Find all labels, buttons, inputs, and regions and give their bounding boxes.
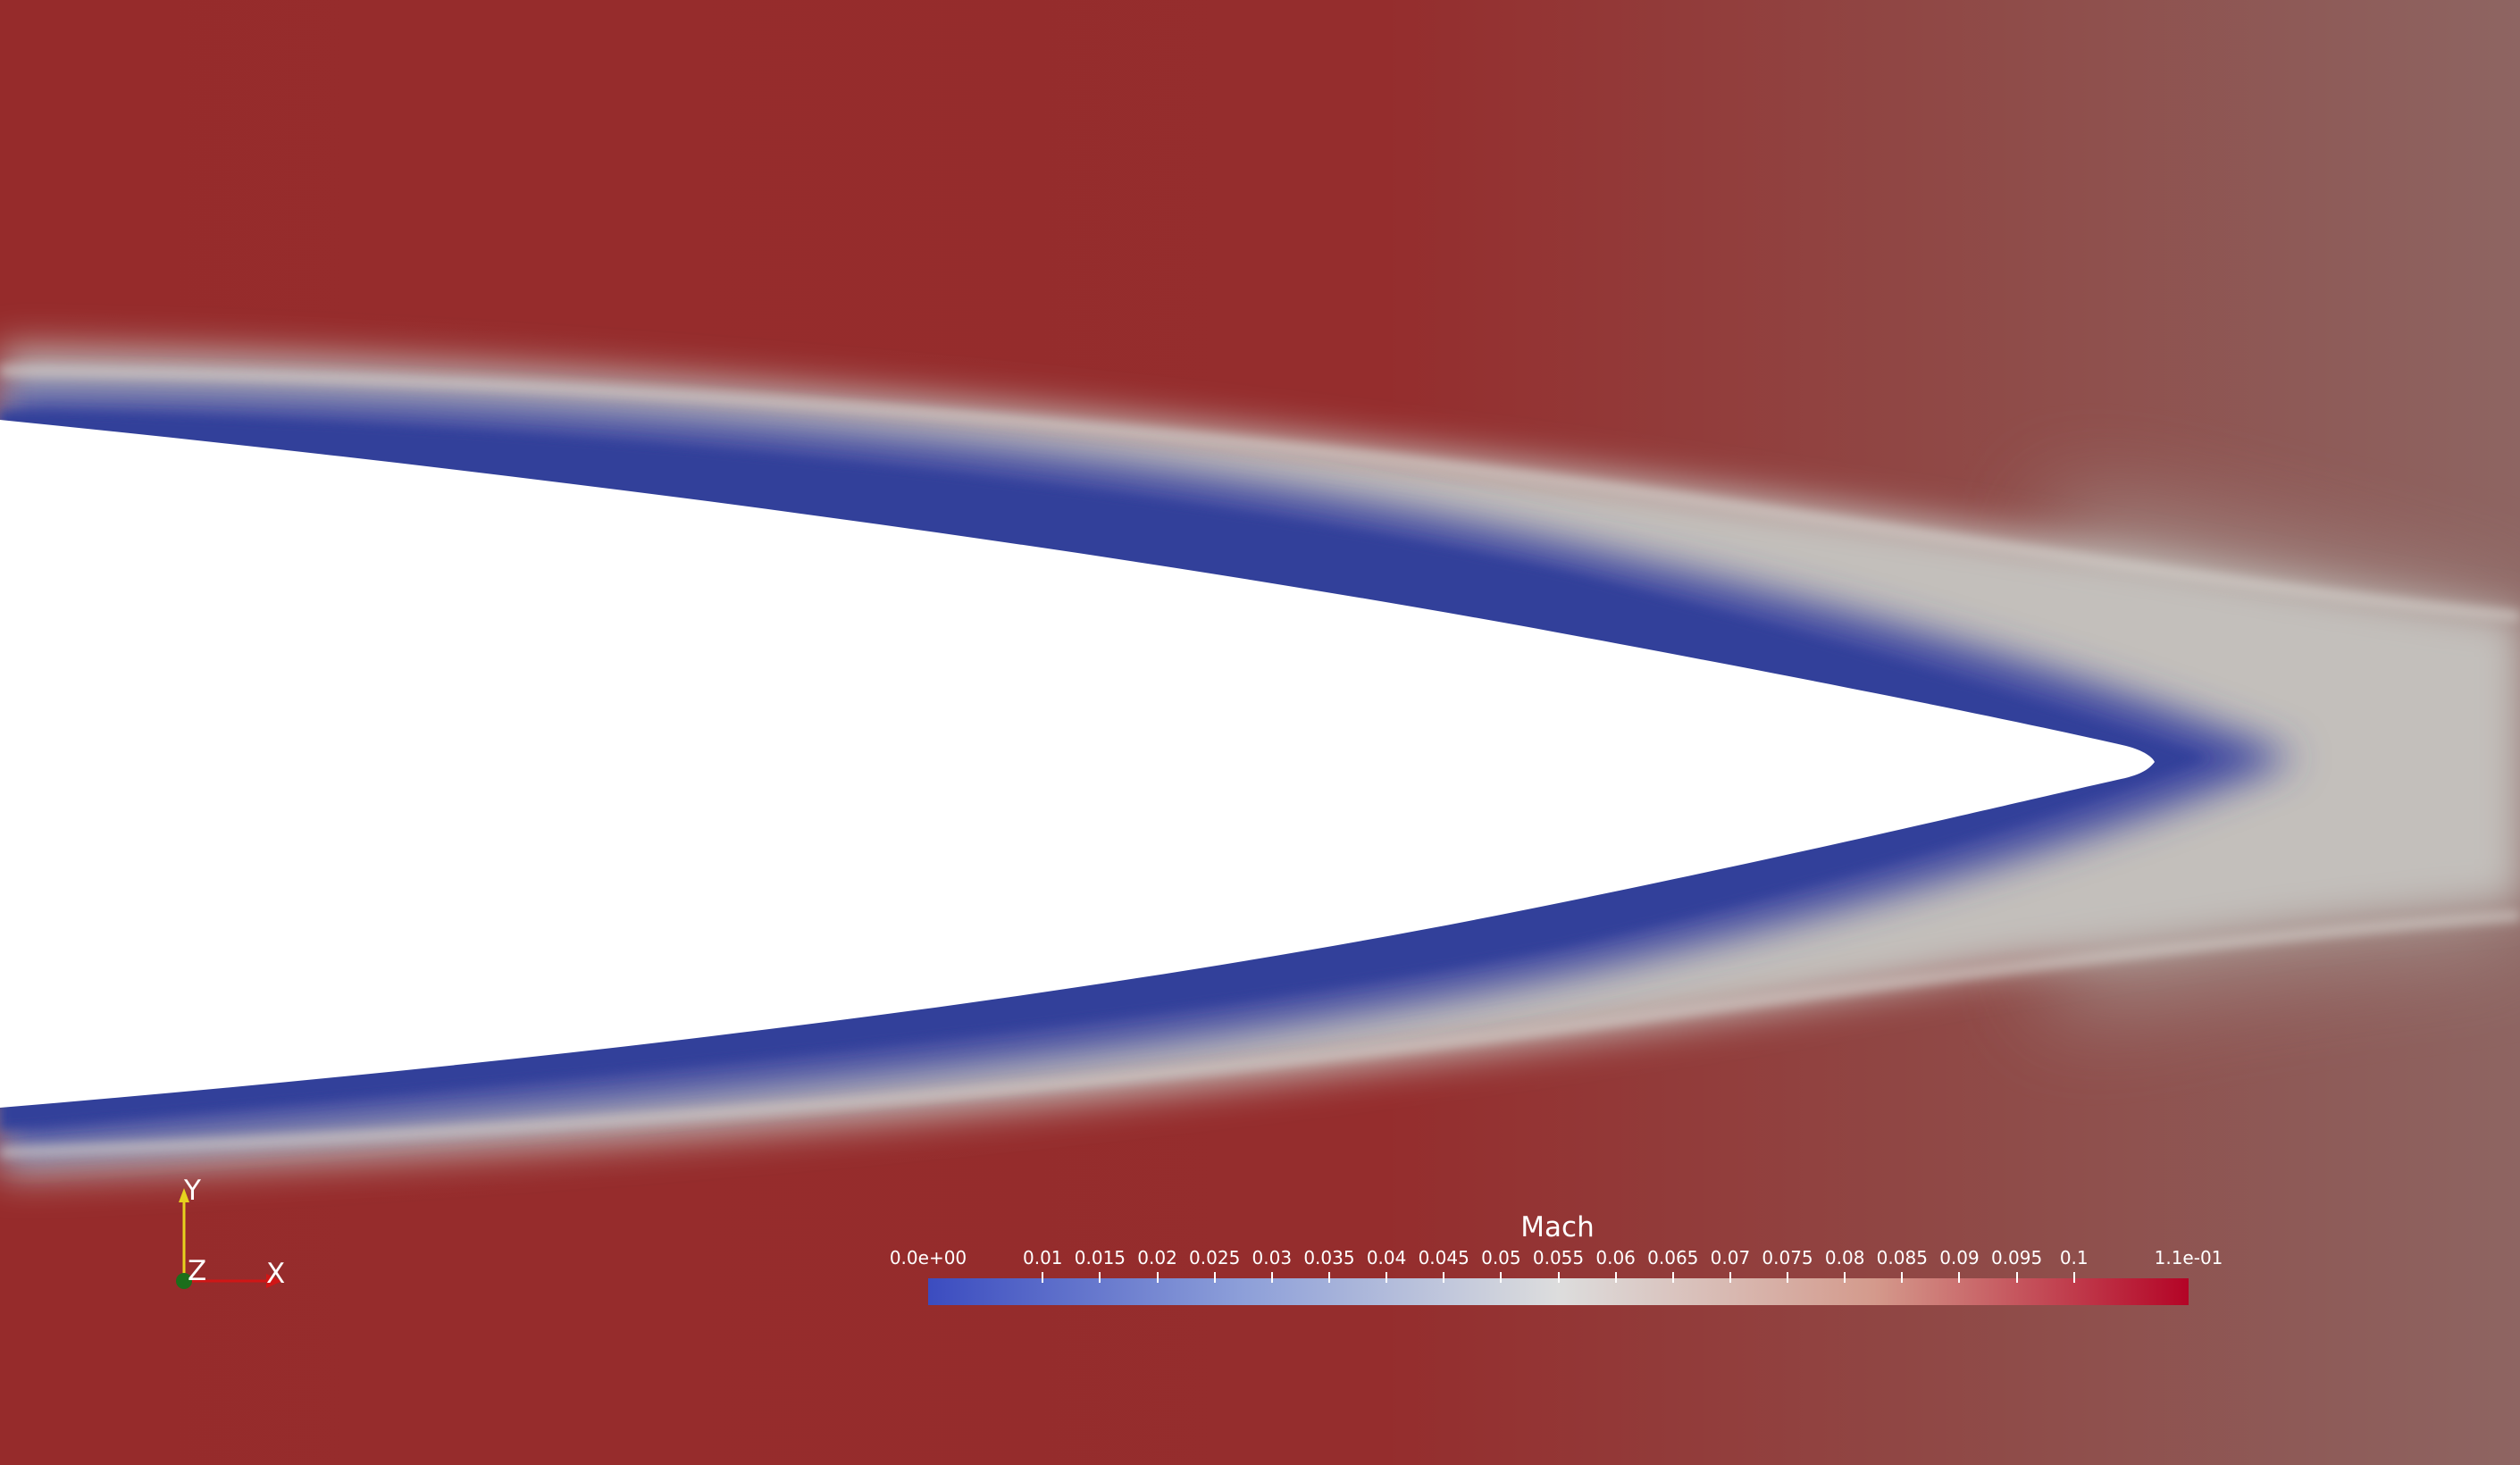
colorbar-tick-mark <box>1213 1272 1216 1283</box>
colorbar-tick-label: 0.01 <box>1023 1247 1063 1268</box>
colorbar-tick-mark <box>1614 1272 1617 1283</box>
colorbar-tick-label: 0.1 <box>2059 1247 2089 1268</box>
colorbar-tick-mark <box>1901 1272 1904 1283</box>
colorbar-tick-mark <box>1270 1272 1273 1283</box>
colorbar-tick-mark <box>1500 1272 1503 1283</box>
axis-x-label: X <box>266 1258 286 1290</box>
colorbar-tick-label: 0.0e+00 <box>889 1247 967 1268</box>
colorbar-tick-label: 0.045 <box>1418 1247 1469 1268</box>
colorbar-tick-label: 0.085 <box>1876 1247 1928 1268</box>
axis-z-label: Z <box>188 1255 207 1287</box>
axis-y-label: Y <box>184 1175 201 1207</box>
colorbar-tick-mark <box>1386 1272 1388 1283</box>
colorbar-tick-label: 1.1e-01 <box>2154 1247 2223 1268</box>
colorbar-tick-mark <box>1156 1272 1159 1283</box>
airfoil-body <box>0 420 2155 1108</box>
shear-layer-streak-top <box>0 366 2520 621</box>
colorbar-tick-label: 0.06 <box>1595 1247 1636 1268</box>
colorbar-tick-label: 0.07 <box>1710 1247 1751 1268</box>
colorbar-tick-label: 0.065 <box>1647 1247 1699 1268</box>
colorbar-title: Mach <box>1520 1211 1595 1243</box>
colorbar-tick-label: 0.09 <box>1939 1247 1980 1268</box>
colorbar-tick-mark <box>1729 1272 1731 1283</box>
colorbar-tick-label: 0.03 <box>1252 1247 1293 1268</box>
colorbar-tick-label: 0.025 <box>1189 1247 1241 1268</box>
colorbar-tick-mark <box>2015 1272 2018 1283</box>
colorbar-tick-label: 0.075 <box>1762 1247 1813 1268</box>
colorbar-tick-mark <box>1958 1272 1961 1283</box>
colorbar-tick-mark <box>1099 1272 1101 1283</box>
colorbar-tick-mark <box>1671 1272 1674 1283</box>
colorbar-tick-mark <box>2072 1272 2075 1283</box>
colorbar-tick-label: 0.095 <box>1990 1247 2043 1268</box>
colorbar-tick-mark <box>1787 1272 1789 1283</box>
colorbar-tick-label: 0.055 <box>1532 1247 1585 1268</box>
colorbar-gradient[interactable] <box>928 1278 2189 1305</box>
colorbar-tick-label: 0.02 <box>1137 1247 1177 1268</box>
colorbar-tick-mark <box>1557 1272 1560 1283</box>
orientation-axes <box>176 1188 282 1289</box>
colorbar-tick-label: 0.05 <box>1481 1247 1521 1268</box>
colorbar-tick-label: 0.035 <box>1303 1247 1355 1268</box>
colorbar-tick-label: 0.08 <box>1824 1247 1865 1268</box>
colorbar-tick-mark <box>1443 1272 1445 1283</box>
colorbar-tick-mark <box>1327 1272 1330 1283</box>
colorbar-tick-mark <box>1844 1272 1846 1283</box>
shear-layer-streak-bottom <box>0 911 2520 1157</box>
colorbar-tick-mark <box>1042 1272 1044 1283</box>
colorbar-tick-label: 0.015 <box>1074 1247 1126 1268</box>
colorbar-tick-label: 0.04 <box>1366 1247 1407 1268</box>
